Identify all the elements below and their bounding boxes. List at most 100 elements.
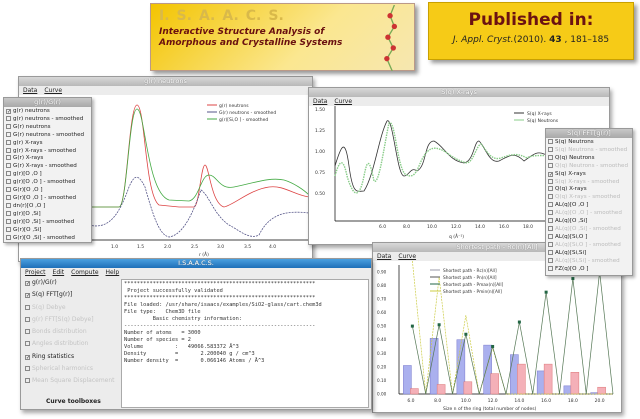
curve-list-item[interactable]: Q(q) X-rays — [548, 186, 630, 194]
sq-panel-title[interactable]: S(q) FFT[g(r)] — [546, 129, 632, 138]
checkbox[interactable] — [6, 226, 11, 232]
checkbox[interactable] — [548, 218, 553, 224]
checkbox[interactable] — [25, 341, 30, 347]
checkbox[interactable] — [25, 366, 30, 372]
checkbox[interactable]: ✓ — [6, 109, 12, 115]
curve-list-item[interactable]: g(r) FFT[S(q) Debye] — [25, 314, 121, 326]
curve-list-item[interactable]: AL(q)[Si,Si] — [548, 249, 630, 258]
checkbox[interactable] — [25, 329, 30, 335]
curve-list-item[interactable]: G(r) neutrons - smoothed — [6, 131, 89, 140]
curve-list-item[interactable]: AL(q)[Si,O ] - smoothed — [548, 241, 630, 250]
checkbox[interactable] — [548, 210, 553, 216]
curve-list-item[interactable]: g(r)[O ,O ] - smoothed — [6, 179, 89, 187]
checkbox[interactable] — [548, 162, 553, 168]
curve-list-item[interactable]: G(r)[O ,O ] - smoothed — [6, 194, 89, 203]
curve-list-item[interactable]: g(r)[O ,Si] - smoothed — [6, 218, 89, 227]
checkbox[interactable] — [548, 186, 553, 192]
menu-curve[interactable]: Curve — [398, 253, 417, 260]
curve-list-item[interactable]: G(r)[O ,Si] — [6, 226, 89, 235]
checkbox[interactable] — [548, 194, 553, 200]
checkbox[interactable] — [25, 378, 30, 384]
curve-list-item[interactable]: Q(q) X-rays - smoothed — [548, 194, 630, 202]
curve-list-item[interactable]: Angles distribution — [25, 338, 121, 350]
curve-list-item[interactable]: g(r) neutrons - smoothed — [6, 115, 89, 124]
checkbox[interactable] — [6, 171, 11, 177]
sq-window-title[interactable]: S(q) X-rays — [309, 88, 609, 97]
menu-project[interactable]: Project — [25, 269, 46, 276]
checkbox[interactable] — [6, 210, 11, 216]
curve-list-item[interactable]: G(r) neutrons — [6, 123, 89, 132]
checkbox[interactable] — [548, 225, 553, 231]
curve-list-item[interactable]: AL(q)[Si,Si] - smoothed — [548, 257, 630, 266]
checkbox[interactable] — [6, 115, 11, 121]
isaacs-title[interactable]: I.S.A.A.C.S. — [21, 259, 371, 268]
curve-list-item[interactable]: S(q) Neutrons — [548, 139, 630, 147]
checkbox[interactable] — [6, 139, 11, 145]
checkbox[interactable]: ✓ — [25, 281, 31, 287]
curve-list-item[interactable]: AL(q)[Si,O ] — [548, 233, 630, 242]
curve-list-item[interactable]: Mean Square Displacement — [25, 375, 121, 387]
checkbox[interactable]: ✓ — [25, 354, 31, 361]
checkbox[interactable] — [6, 234, 11, 240]
curve-list-item[interactable]: g(r) X-rays - smoothed — [6, 147, 89, 156]
checkbox[interactable] — [548, 139, 553, 144]
checkbox[interactable]: ✓ — [548, 171, 554, 178]
checkbox[interactable] — [6, 147, 11, 153]
curve-list-item[interactable]: g(r)[O ,Si] — [6, 210, 89, 219]
curve-list-item[interactable]: dn(r)[O ,O ] — [6, 202, 89, 211]
checkbox[interactable] — [548, 265, 553, 271]
checkbox[interactable] — [6, 202, 11, 208]
menu-data[interactable]: Data — [377, 253, 392, 260]
checkbox[interactable] — [548, 249, 553, 255]
menu-data[interactable]: Data — [23, 87, 38, 94]
curve-list-item[interactable]: g(r) X-rays — [6, 139, 89, 148]
gr-window-title[interactable]: g(r) neutrons — [19, 77, 312, 86]
checkbox[interactable] — [548, 154, 553, 160]
curve-list-item[interactable]: Q(q) Neutrons — [548, 154, 630, 163]
menu-data[interactable]: Data — [313, 98, 328, 105]
curve-list-item[interactable]: ✓ Ring statistics — [25, 351, 121, 363]
curve-list-item[interactable]: S(q) Neutrons - smoothed — [548, 146, 630, 155]
checkbox[interactable] — [6, 194, 11, 200]
curve-list-item[interactable]: Q(q) Neutrons - smoothed — [548, 162, 630, 171]
curve-list-item[interactable]: AL(q)[O ,O ] - smoothed — [548, 210, 630, 218]
checkbox[interactable]: ✓ — [25, 293, 31, 300]
checkbox[interactable] — [6, 187, 11, 193]
curve-list-item[interactable]: G(r) X-rays — [6, 155, 89, 163]
checkbox[interactable] — [6, 218, 11, 224]
menu-edit[interactable]: Edit — [52, 269, 65, 276]
checkbox[interactable] — [6, 123, 11, 129]
curve-list-item[interactable]: FZ(q)[O ,O ] — [548, 265, 630, 274]
curve-list-item[interactable]: Bonds distribution — [25, 326, 121, 338]
curve-list-item[interactable]: G(r)[O ,Si] - smoothed — [6, 234, 89, 243]
checkbox[interactable] — [6, 179, 11, 185]
curve-list-item[interactable]: ✓ g(r)/G(r) — [25, 277, 121, 289]
checkbox[interactable] — [548, 233, 553, 239]
checkbox[interactable] — [548, 178, 553, 184]
curve-list-item[interactable]: ✓ S(q) FFT[g(r)] — [25, 289, 121, 301]
menu-compute[interactable]: Compute — [71, 269, 99, 276]
ring-window-title[interactable]: Shortest path - Rc(n)[All] — [373, 243, 621, 252]
curve-list-item[interactable]: AL(q)[O ,Si] - smoothed — [548, 225, 630, 234]
curve-list-item[interactable]: g(r)[O ,O ] — [6, 171, 89, 179]
checkbox[interactable] — [548, 202, 553, 208]
curve-list-item[interactable]: S(q) Debye — [25, 302, 121, 314]
curve-list-item[interactable]: G(r)[O ,O ] — [6, 187, 89, 195]
checkbox[interactable] — [548, 257, 553, 263]
checkbox[interactable] — [6, 131, 11, 137]
checkbox[interactable] — [548, 241, 553, 247]
checkbox[interactable] — [6, 155, 11, 161]
checkbox[interactable] — [25, 316, 30, 322]
curve-list-item[interactable]: ✓ S(q) X-rays — [548, 171, 630, 179]
menu-curve[interactable]: Curve — [44, 87, 63, 94]
curve-list-item[interactable]: ✓ g(r) neutrons — [6, 108, 89, 116]
curve-list-item[interactable]: AL(q)[O ,O ] — [548, 202, 630, 210]
checkbox[interactable] — [548, 146, 553, 152]
curve-list-item[interactable]: S(q) X-rays - smoothed — [548, 178, 630, 187]
checkbox[interactable] — [6, 163, 11, 169]
curve-list-item[interactable]: AL(q)[O ,Si] — [548, 218, 630, 226]
menu-curve[interactable]: Curve — [334, 98, 353, 105]
checkbox[interactable] — [25, 304, 30, 310]
menu-help[interactable]: Help — [105, 269, 120, 276]
curve-list-item[interactable]: G(r) X-rays - smoothed — [6, 163, 89, 171]
